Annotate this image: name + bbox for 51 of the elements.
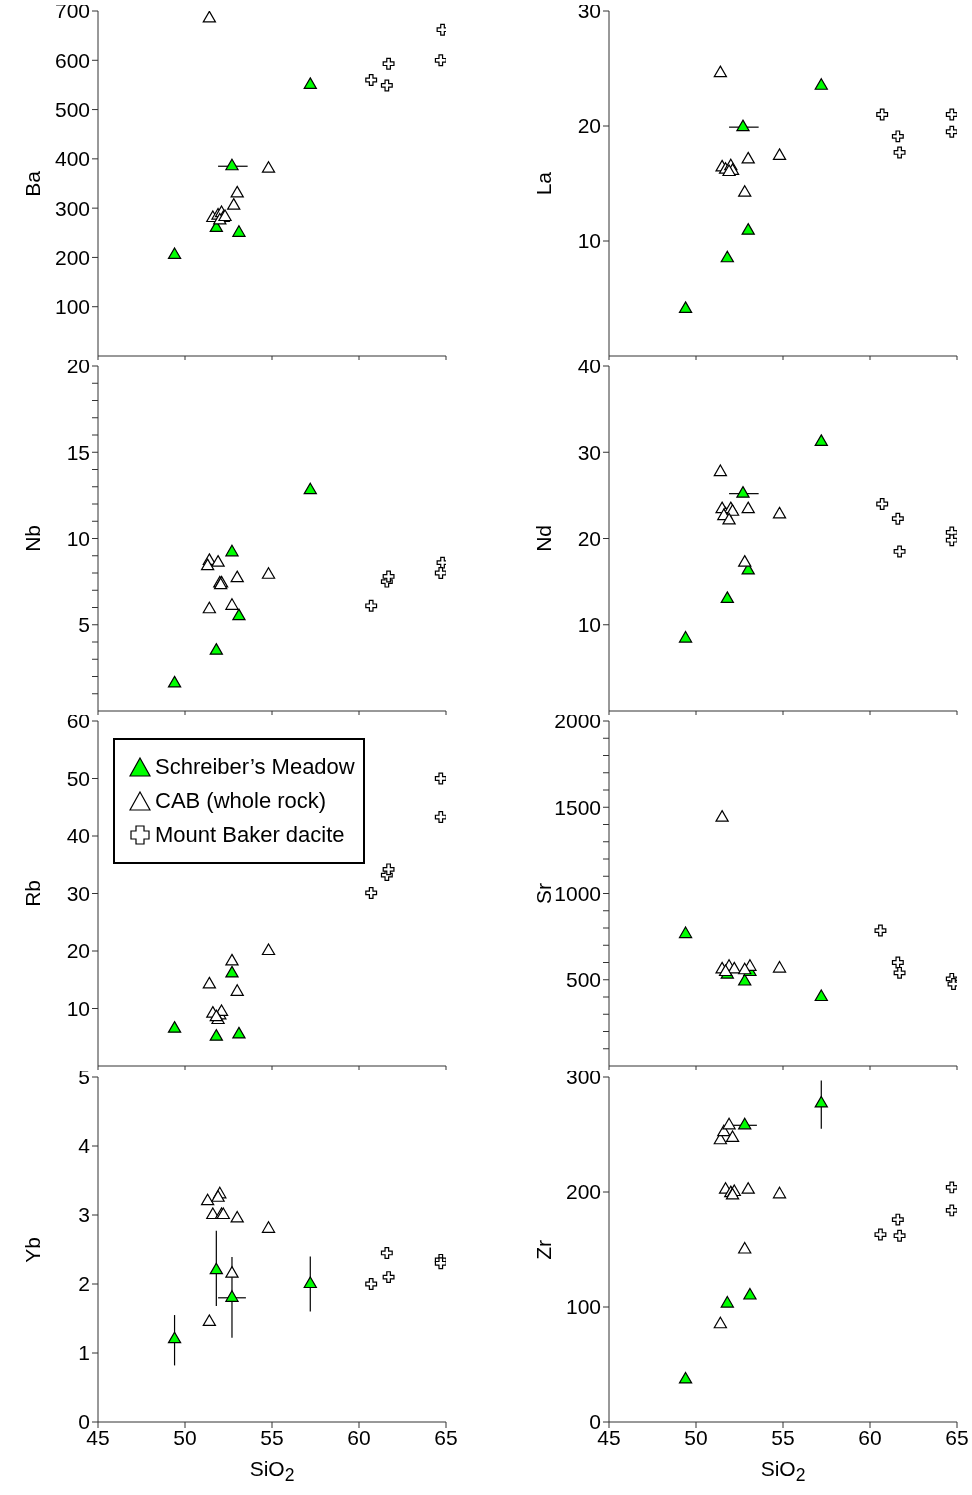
y-tick-label: 100 [565,1295,601,1319]
y-tick-label: 100 [54,295,90,319]
y-axis-title: Ba [20,170,45,197]
x-tick-label: 50 [684,1425,708,1449]
y-tick-label: 20 [66,939,90,963]
y-axis-title: Nb [20,525,45,552]
y-tick-label: 10 [577,613,601,637]
legend-label: CAB (whole rock) [155,787,327,815]
y-axis-title: Nd [531,525,556,552]
y-tick-label: 15 [66,440,90,464]
y-tick-label: 50 [66,766,90,790]
x-tick-label: 65 [945,1425,969,1449]
y-tick-label: 600 [54,48,90,72]
y-tick-label: 3 [78,1203,90,1227]
y-tick-label: 400 [54,147,90,171]
y-tick-label: 500 [54,98,90,122]
y-tick-label: 200 [565,1180,601,1204]
y-tick-label: 5 [78,613,90,637]
y-axis-title: Yb [20,1236,45,1263]
x-tick-label: 60 [858,1425,882,1449]
x-axis-title: SiO$_{2}$ [759,1456,807,1488]
y-tick-label: 0 [589,1410,601,1434]
y-tick-label: 10 [577,229,601,253]
y-tick-label: 2 [78,1272,90,1296]
x-tick-label: 50 [173,1425,197,1449]
y-tick-label: 10 [66,526,90,550]
y-axis-title: Rb [20,880,45,907]
y-tick-label: 4 [78,1134,91,1158]
y-tick-label: 20 [577,114,601,138]
y-tick-label: 30 [66,881,90,905]
y-tick-label: 10 [66,996,90,1020]
y-tick-label: 1 [78,1341,90,1365]
legend-label: Mount Baker dacite [155,821,345,849]
y-tick-label: 30 [577,440,601,464]
y-tick-label: 20 [577,526,601,550]
x-tick-label: 60 [347,1425,371,1449]
y-axis-title: Zr [531,1239,556,1260]
y-tick-label: 40 [66,824,90,848]
y-tick-label: 1500 [554,795,601,819]
y-tick-label: 500 [565,968,601,992]
y-tick-label: 1000 [554,881,601,905]
y-axis-title: Sr [531,883,555,904]
x-axis-title: SiO$_{2}$ [248,1456,296,1488]
x-tick-label: 55 [260,1425,284,1449]
legend-label: Schreiber’s Meadow [155,753,355,781]
y-tick-label: 200 [54,245,90,269]
y-tick-label: 0 [78,1410,90,1434]
x-tick-label: 65 [434,1425,458,1449]
x-tick-label: 55 [771,1425,795,1449]
y-tick-label: 300 [54,196,90,220]
y-axis-title: La [531,171,556,196]
